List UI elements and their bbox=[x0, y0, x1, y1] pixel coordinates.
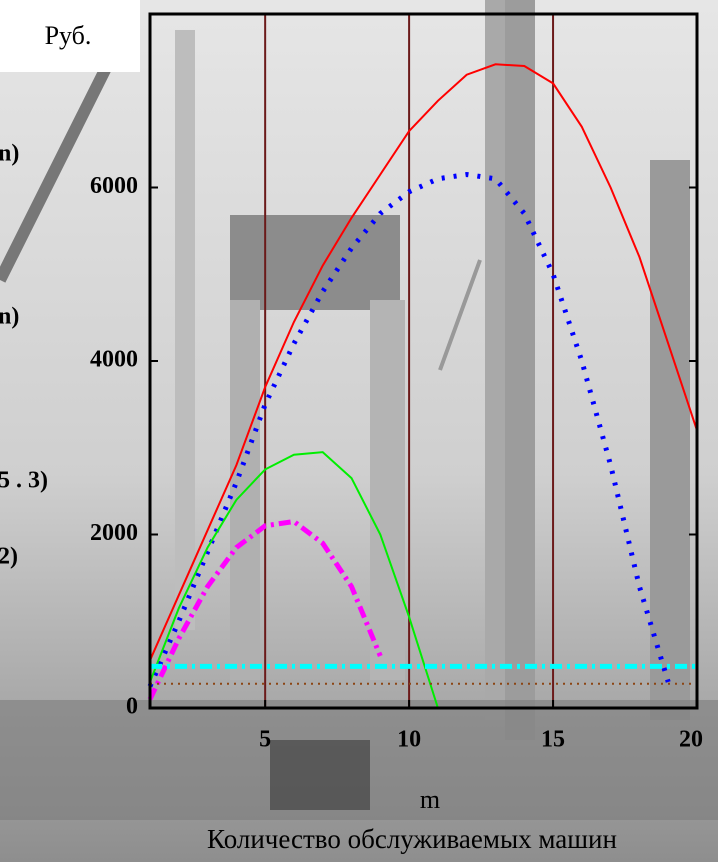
x-tick-label: 15 bbox=[541, 727, 565, 753]
x-tick-label: 10 bbox=[397, 727, 421, 753]
x-tick-label: 5 bbox=[259, 727, 271, 753]
annotation: 5 . 3) bbox=[0, 468, 48, 494]
y-tick-label: 4000 bbox=[90, 347, 138, 373]
chart-title: Количество обслуживаемых машин bbox=[207, 824, 617, 854]
chart: Руб. m Количество обслуживаемых машин n)… bbox=[0, 0, 718, 862]
annotation: 2) bbox=[0, 544, 18, 570]
x-axis-label: m bbox=[420, 785, 440, 814]
annotation: n) bbox=[0, 304, 19, 330]
y-tick-label: 6000 bbox=[90, 173, 138, 199]
y-axis-label: Руб. bbox=[45, 21, 92, 50]
y-tick-label: 0 bbox=[126, 694, 138, 720]
page: {"chart_data": {"type": "line", "title":… bbox=[0, 0, 718, 862]
y-tick-label: 2000 bbox=[90, 520, 138, 546]
x-tick-label: 20 bbox=[679, 727, 703, 753]
background-photo bbox=[0, 0, 718, 862]
annotation: n) bbox=[0, 141, 19, 167]
